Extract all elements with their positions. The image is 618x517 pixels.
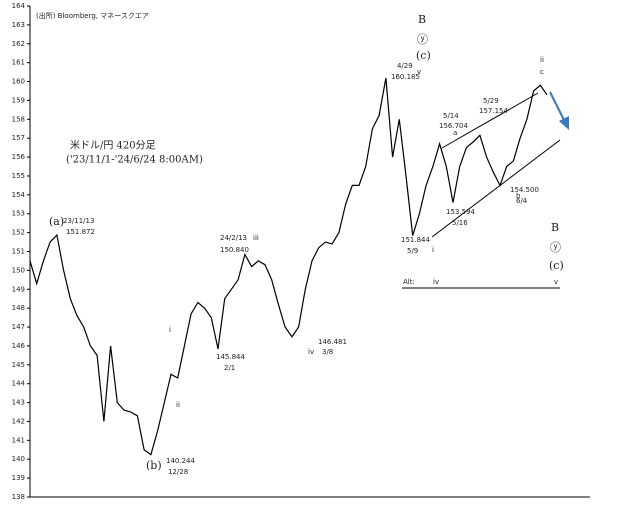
annotation: (b) xyxy=(146,459,162,472)
annotation: 5/9 xyxy=(407,247,418,255)
annotation: 4/29 xyxy=(397,62,413,70)
annotation: i xyxy=(169,326,171,334)
price-line xyxy=(29,77,548,456)
y-tick-label: 162 xyxy=(12,40,25,48)
annotation: 157.154 xyxy=(479,107,508,115)
forecast-arrow xyxy=(549,91,566,123)
y-tick-label: 164 xyxy=(12,2,26,10)
y-tick-label: 150 xyxy=(12,266,25,274)
annotation: 5/14 xyxy=(443,112,459,120)
y-tick-label: 146 xyxy=(12,342,26,350)
annotation: i xyxy=(432,246,434,254)
annotation: B xyxy=(551,221,559,234)
chart-title: 米ドル/円 420分足 xyxy=(70,139,156,152)
y-tick-label: 148 xyxy=(12,304,25,312)
chart-subtitle: ('23/11/1-'24/6/24 8:00AM) xyxy=(66,155,203,166)
annotation: ii xyxy=(540,56,544,64)
y-tick-label: 160 xyxy=(12,78,25,86)
y-tick-label: 141 xyxy=(12,436,25,444)
annotation: 151.872 xyxy=(66,228,95,236)
annotation: B xyxy=(418,13,426,26)
annotation: (a) xyxy=(49,215,64,228)
annotation: 153.594 xyxy=(446,208,475,216)
annotation: 140.244 xyxy=(166,457,195,465)
annotation: 3/8 xyxy=(322,348,333,356)
annotation: 145.844 xyxy=(216,353,245,361)
y-tick-label: 163 xyxy=(12,21,25,29)
y-tick-label: 139 xyxy=(12,474,25,482)
source: (出所) Bloomberg, マネースクエア xyxy=(36,11,149,20)
annotation: 23/11/13 xyxy=(63,217,94,225)
y-tick-label: 140 xyxy=(12,455,25,463)
trend-line xyxy=(441,92,539,149)
y-tick-label: 147 xyxy=(12,323,25,331)
y-tick-label: 157 xyxy=(12,134,25,142)
y-tick-label: 152 xyxy=(12,229,25,237)
annotation: Alt: xyxy=(403,278,415,286)
annotation: 2/1 xyxy=(224,364,235,372)
annotation: iv xyxy=(433,278,439,286)
annotation: 146.481 xyxy=(318,338,347,346)
y-tick-label: 158 xyxy=(12,115,25,123)
y-tick-label: 153 xyxy=(12,210,25,218)
annotation: b xyxy=(516,192,521,200)
y-tick-label: 156 xyxy=(12,153,26,161)
annotation: a xyxy=(453,129,457,137)
y-tick-label: 144 xyxy=(12,380,26,388)
annotation: 12/28 xyxy=(168,468,188,476)
annotation: 5/16 xyxy=(452,219,468,227)
annotation: 156.704 xyxy=(439,122,468,130)
annotation: c xyxy=(540,68,544,76)
y-tick-label: 154 xyxy=(12,191,26,199)
y-tick-label: 138 xyxy=(12,493,25,501)
annotation: (c) xyxy=(549,259,564,272)
annotation: 160.185 xyxy=(391,73,420,81)
annotation: v xyxy=(417,68,421,76)
annotation: ii xyxy=(176,401,180,409)
annotation: 151.844 xyxy=(401,236,430,244)
y-tick-label: 143 xyxy=(12,399,25,407)
annotation: 24/2/13 xyxy=(220,234,247,242)
y-tick-label: 151 xyxy=(12,248,25,256)
annotation: ⓨ xyxy=(550,241,561,254)
annotation: (c) xyxy=(416,49,431,62)
y-tick-label: 155 xyxy=(12,172,25,180)
annotation: 154.500 xyxy=(510,186,539,194)
annotation: ⓨ xyxy=(417,33,428,46)
y-tick-label: 149 xyxy=(12,285,25,293)
y-tick-label: 142 xyxy=(12,417,25,425)
annotation: 150.840 xyxy=(220,246,249,254)
annotation: iv xyxy=(308,348,314,356)
y-tick-label: 145 xyxy=(12,361,25,369)
annotation: 5/29 xyxy=(483,97,499,105)
trend-line xyxy=(431,139,561,238)
y-tick-label: 159 xyxy=(12,96,25,104)
arrow-head xyxy=(559,116,569,130)
annotation: 6/4 xyxy=(516,197,528,205)
annotation: v xyxy=(554,278,558,286)
y-tick-label: 161 xyxy=(12,59,25,67)
annotation: iii xyxy=(253,234,259,242)
